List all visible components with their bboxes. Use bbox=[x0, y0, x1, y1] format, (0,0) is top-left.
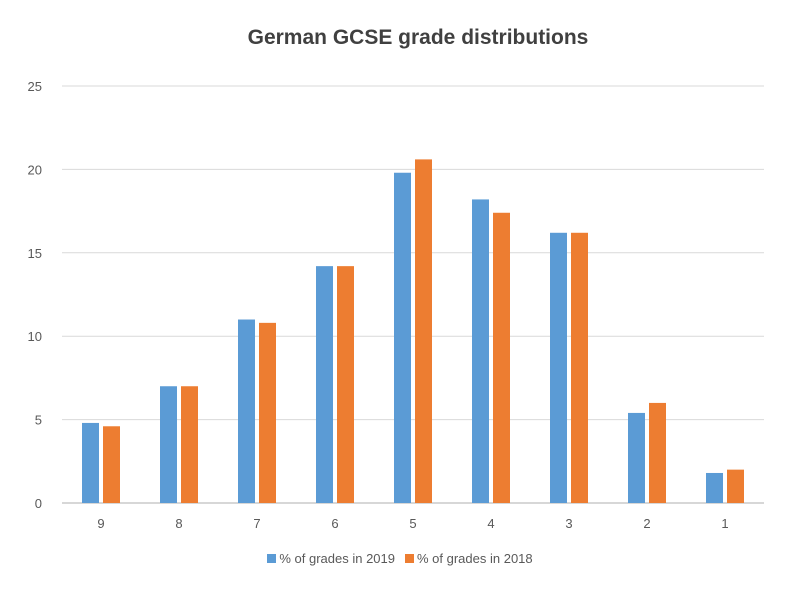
y-tick-label: 20 bbox=[28, 162, 42, 177]
bar-2018-grade-1 bbox=[727, 469, 744, 503]
bar-2019-grade-7 bbox=[238, 319, 255, 503]
bar-2018-grade-2 bbox=[649, 402, 666, 503]
bar-2019-grade-4 bbox=[472, 199, 489, 503]
x-tick-label: 4 bbox=[487, 516, 494, 531]
legend: % of grades in 2019 % of grades in 2018 bbox=[0, 551, 800, 566]
y-tick-label: 0 bbox=[35, 496, 42, 511]
bar-2018-grade-5 bbox=[415, 159, 432, 503]
legend-label-2018: % of grades in 2018 bbox=[417, 551, 533, 566]
bars bbox=[82, 159, 744, 503]
x-tick-label: 5 bbox=[409, 516, 416, 531]
x-tick-label: 7 bbox=[253, 516, 260, 531]
bar-2019-grade-8 bbox=[160, 386, 177, 503]
legend-label-2019: % of grades in 2019 bbox=[279, 551, 395, 566]
legend-item-2018: % of grades in 2018 bbox=[405, 551, 533, 566]
bar-2019-grade-1 bbox=[706, 472, 723, 503]
bar-2018-grade-3 bbox=[571, 232, 588, 503]
x-axis-tick-labels: 9 8 7 6 5 4 3 2 1 bbox=[97, 516, 728, 531]
bar-2018-grade-9 bbox=[103, 426, 120, 503]
bar-2019-grade-5 bbox=[394, 172, 411, 503]
x-tick-label: 2 bbox=[643, 516, 650, 531]
bar-2019-grade-9 bbox=[82, 422, 99, 503]
x-tick-label: 1 bbox=[721, 516, 728, 531]
chart-title: German GCSE grade distributions bbox=[247, 26, 589, 49]
x-tick-label: 8 bbox=[175, 516, 182, 531]
y-tick-label: 25 bbox=[28, 79, 42, 94]
bar-2019-grade-6 bbox=[316, 266, 333, 503]
x-tick-label: 6 bbox=[331, 516, 338, 531]
bar-2019-grade-2 bbox=[628, 412, 645, 503]
bar-2019-grade-3 bbox=[550, 232, 567, 503]
x-tick-label: 9 bbox=[97, 516, 104, 531]
legend-swatch-2019 bbox=[267, 554, 277, 563]
bar-2018-grade-6 bbox=[337, 266, 354, 503]
y-tick-label: 15 bbox=[28, 246, 42, 261]
bar-2018-grade-7 bbox=[259, 322, 276, 503]
bar-2018-grade-8 bbox=[181, 386, 198, 503]
y-tick-label: 5 bbox=[35, 413, 42, 428]
legend-swatch-2018 bbox=[405, 554, 414, 563]
gridlines bbox=[62, 85, 764, 504]
y-tick-label: 10 bbox=[28, 329, 42, 344]
y-axis-tick-labels: 0 5 10 15 20 25 bbox=[28, 79, 42, 511]
bar-2018-grade-4 bbox=[493, 212, 510, 503]
legend-item-2019: % of grades in 2019 bbox=[267, 551, 395, 566]
x-tick-label: 3 bbox=[565, 516, 572, 531]
